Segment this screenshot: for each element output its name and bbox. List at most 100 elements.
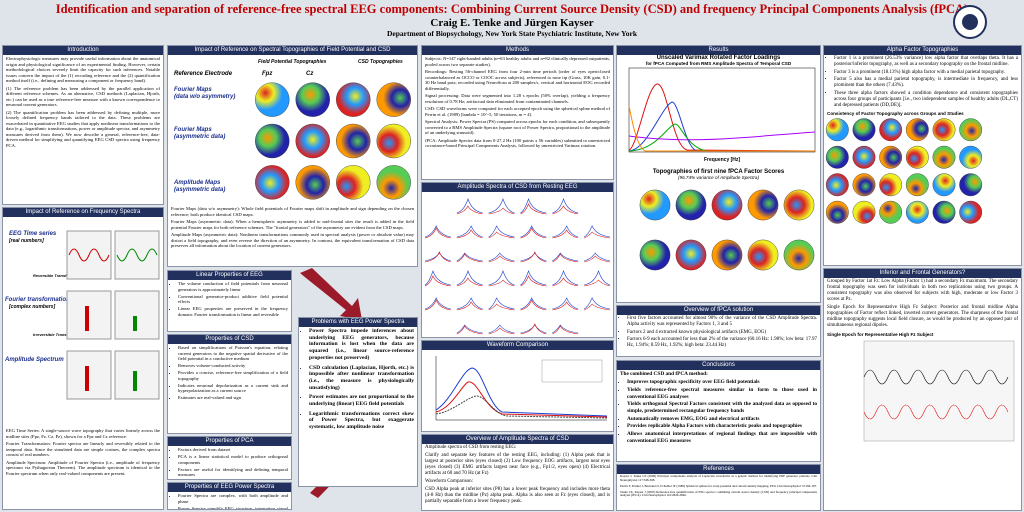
spectrum: [520, 275, 547, 287]
section-body: Subjects: N=147 right-handed adults (n=6…: [422, 55, 613, 152]
spectrum: [424, 299, 451, 311]
paragraph: Kayser J, Tenke CE (2006) Principal comp…: [620, 474, 817, 482]
logo: [953, 5, 987, 39]
spectrum: [520, 297, 547, 310]
section-body: Amplitude spectra of CSD from resting EE…: [422, 444, 613, 508]
head-map: [336, 165, 371, 200]
bullet: Estimates are real-valued and sign: [178, 395, 288, 401]
group-maps: [825, 118, 983, 224]
section-header: Linear Properties of EEG: [168, 271, 291, 280]
spectrum: [424, 270, 451, 286]
csd-properties: Properties of CSDBased on simplification…: [167, 334, 292, 434]
head-map: [675, 189, 707, 221]
linear-properties: Linear Properties of EEGThe volume condu…: [167, 270, 292, 332]
lead: The combined CSD and fPCA method:: [620, 371, 708, 377]
paragraph: Fourier Maps (data w/o asymmetry): Whole…: [171, 206, 414, 217]
spectrum: [552, 277, 579, 287]
spectrum: [520, 227, 547, 239]
spectrum: [520, 270, 547, 286]
paragraph: Waveform Comparison:: [425, 479, 474, 484]
bullet: These three alpha factors showed a condi…: [834, 91, 1018, 109]
head-map: [747, 189, 779, 221]
head-map: [376, 165, 411, 200]
power-spectra-properties: Properties of EEG Power SpectraFourier S…: [167, 482, 292, 510]
spectrum: [584, 252, 611, 262]
spectrum: [488, 231, 515, 239]
authors: Craig E. Tenke and Jürgen Kayser: [430, 17, 594, 29]
spectrum: [584, 255, 611, 263]
head-map: [852, 145, 876, 169]
spectrum: [456, 324, 483, 334]
label: Reference Electrode: [174, 71, 233, 77]
fpca-overview: Overview of fPCA solutionFirst five fact…: [616, 305, 821, 357]
label: Fpz: [262, 71, 273, 77]
bullet-list: Based on simplifications of Poisson's eq…: [171, 345, 288, 401]
axis-label: Frequency [Hz]: [704, 157, 740, 163]
spectrum: [520, 225, 547, 238]
section-body: Fourier Maps (data w/o asymmetry): Whole…: [168, 205, 417, 252]
bullet: Factor 3 is a prominent (18.13%) high al…: [834, 70, 1018, 76]
section-header: Conclusions: [617, 361, 820, 370]
epoch-plot: [863, 340, 1015, 442]
figure: Field Potential Topographies CSD Topogra…: [168, 55, 417, 205]
spectrum: [424, 227, 451, 239]
spectrum: [552, 301, 579, 311]
spectrum: [552, 297, 579, 310]
head-map: [376, 82, 411, 117]
spectrum: [424, 275, 451, 287]
spectrum: [520, 203, 547, 215]
spectra-plots: [66, 230, 160, 400]
section-header: Properties of PCA: [168, 437, 291, 446]
section-body: The combined CSD and fPCA method: Improve…: [617, 370, 820, 446]
spectrum: [424, 225, 451, 238]
bullet: Conventional generator-product additive …: [178, 294, 288, 305]
section-body: Factors derived from datasetPCA is a lin…: [168, 446, 291, 479]
head-map: [852, 118, 876, 142]
power-spectra-problems: Problems with EEG Power SpectraPower Spe…: [298, 317, 418, 487]
spectrum: [520, 323, 547, 335]
bullet: Yields orthogonal Spectral Factors consi…: [627, 401, 817, 414]
bullet: Power Spectra simplify EEG structure, in…: [178, 506, 288, 510]
head-map: [879, 173, 903, 197]
spectrum: [584, 231, 611, 239]
bullet: Factors 2 and 4 extracted known physiolo…: [627, 330, 817, 336]
spectrum: [488, 297, 515, 310]
head-map: [376, 123, 411, 159]
bullet-list: Fourier Spectra are complex, with both a…: [171, 493, 288, 510]
spectrum: [488, 303, 515, 311]
bullet: Indicates neuronal depolarization as a c…: [178, 383, 288, 394]
spectrum: [488, 207, 515, 215]
label: (data w/o asymmetry): [174, 94, 236, 100]
spectrum: [520, 299, 547, 311]
head-map: [959, 145, 983, 169]
head-map: [905, 200, 929, 224]
section-header: Waveform Comparison: [422, 341, 613, 350]
spectrum: [456, 225, 483, 238]
label: Amplitude Maps: [174, 180, 221, 186]
section-header: Overview of Amplitude Spectra of CSD: [422, 435, 613, 444]
amplitude-overview: Overview of Amplitude Spectra of CSD Ampl…: [421, 434, 614, 511]
spectrum: [584, 303, 611, 311]
bullet-list: Power Spectra impede inferences about un…: [302, 328, 414, 431]
bullet: Allows anatomical interpretations of reg…: [627, 431, 817, 444]
head-map: [825, 118, 849, 142]
head-map: [255, 165, 290, 200]
poster-title: Identification and separation of referen…: [55, 2, 969, 16]
label: Reversible Transformation: [33, 273, 84, 278]
spectrum: [488, 252, 515, 262]
spectrum: [456, 297, 483, 310]
spectrum: [456, 229, 483, 239]
references: References Kayser J, Tenke CE (2006) Prin…: [616, 464, 821, 511]
bullet: Factor 1 is a prominent (26.53% variance…: [834, 56, 1018, 68]
section-body: EEG Time Series: A single-source wave to…: [3, 427, 163, 479]
head-map: [852, 200, 876, 224]
paragraph: fPCA: Amplitude Spectra data from 0-27.2…: [425, 137, 610, 149]
head-map: [711, 189, 743, 221]
paragraph: Spectral Analysis: Power Spectra (PS) co…: [425, 119, 610, 135]
head-map: [825, 145, 849, 169]
bullet: Fourier Spectra are complex, with both a…: [178, 493, 288, 504]
paragraph: EEG Time Series: A single-source wave to…: [6, 428, 160, 439]
section-body: Kayser J, Tenke CE (2006) Principal comp…: [617, 474, 820, 501]
bullet-list: First five factors accounted for almost …: [620, 316, 817, 349]
spectrum: [584, 279, 611, 287]
